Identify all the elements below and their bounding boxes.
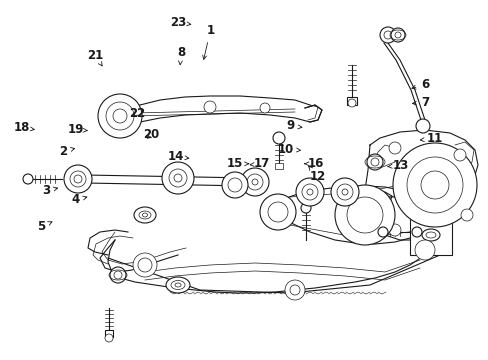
Circle shape xyxy=(414,240,434,260)
Circle shape xyxy=(105,334,113,342)
Ellipse shape xyxy=(425,232,435,238)
Circle shape xyxy=(260,103,269,113)
Circle shape xyxy=(272,132,285,144)
Ellipse shape xyxy=(171,280,184,289)
Bar xyxy=(346,97,356,105)
Text: 18: 18 xyxy=(14,121,34,134)
Circle shape xyxy=(285,280,305,300)
Circle shape xyxy=(460,209,472,221)
Circle shape xyxy=(289,285,299,295)
Circle shape xyxy=(390,28,404,42)
Text: 21: 21 xyxy=(87,49,103,66)
Circle shape xyxy=(98,94,142,138)
Circle shape xyxy=(64,165,92,193)
Circle shape xyxy=(420,171,448,199)
Circle shape xyxy=(406,157,462,213)
Circle shape xyxy=(394,32,400,38)
Circle shape xyxy=(251,179,258,185)
Text: 14: 14 xyxy=(167,150,188,163)
Circle shape xyxy=(174,174,182,182)
Circle shape xyxy=(383,31,391,39)
Circle shape xyxy=(295,178,324,206)
Text: 2: 2 xyxy=(60,145,75,158)
Circle shape xyxy=(366,154,382,170)
Text: 20: 20 xyxy=(143,129,160,141)
Circle shape xyxy=(110,267,126,283)
Circle shape xyxy=(377,227,387,237)
Circle shape xyxy=(302,184,317,200)
Circle shape xyxy=(415,119,429,133)
Circle shape xyxy=(346,197,382,233)
Bar xyxy=(274,163,283,169)
Text: 8: 8 xyxy=(177,46,184,65)
Circle shape xyxy=(306,189,312,195)
Circle shape xyxy=(341,189,347,195)
Text: 23: 23 xyxy=(170,16,190,29)
Text: 1: 1 xyxy=(203,24,214,59)
Circle shape xyxy=(347,99,355,107)
Text: 3: 3 xyxy=(42,184,58,197)
Circle shape xyxy=(301,203,310,213)
Circle shape xyxy=(222,172,247,198)
Circle shape xyxy=(133,253,157,277)
Circle shape xyxy=(411,227,421,237)
Circle shape xyxy=(23,174,33,184)
Text: 22: 22 xyxy=(128,107,145,120)
Circle shape xyxy=(370,158,378,166)
Ellipse shape xyxy=(139,211,151,219)
Circle shape xyxy=(113,109,127,123)
Text: 12: 12 xyxy=(308,166,325,183)
Circle shape xyxy=(392,143,476,227)
Circle shape xyxy=(138,258,152,272)
Circle shape xyxy=(379,27,395,43)
Text: 7: 7 xyxy=(412,96,428,109)
Circle shape xyxy=(203,101,216,113)
Ellipse shape xyxy=(142,213,147,217)
Ellipse shape xyxy=(165,277,190,293)
Circle shape xyxy=(169,169,186,187)
Ellipse shape xyxy=(421,209,439,221)
Circle shape xyxy=(227,178,242,192)
Circle shape xyxy=(70,171,86,187)
Bar xyxy=(409,195,451,255)
Ellipse shape xyxy=(175,283,181,287)
Text: 10: 10 xyxy=(277,143,300,156)
Circle shape xyxy=(106,102,134,130)
Circle shape xyxy=(114,271,122,279)
Text: 5: 5 xyxy=(38,220,52,233)
Text: 16: 16 xyxy=(304,157,323,170)
Ellipse shape xyxy=(421,229,439,241)
Text: 13: 13 xyxy=(386,159,408,172)
Circle shape xyxy=(162,162,194,194)
Circle shape xyxy=(453,149,465,161)
Circle shape xyxy=(267,202,287,222)
Circle shape xyxy=(388,224,400,236)
Circle shape xyxy=(336,184,352,200)
Circle shape xyxy=(388,142,400,154)
Circle shape xyxy=(246,174,263,190)
Text: 17: 17 xyxy=(250,157,269,170)
Ellipse shape xyxy=(425,212,435,218)
Text: 4: 4 xyxy=(72,193,87,206)
Circle shape xyxy=(241,168,268,196)
Text: 15: 15 xyxy=(226,157,248,170)
Circle shape xyxy=(334,185,394,245)
Ellipse shape xyxy=(134,207,156,223)
Text: 9: 9 xyxy=(286,120,301,132)
Circle shape xyxy=(330,178,358,206)
Bar xyxy=(105,330,113,337)
Text: 11: 11 xyxy=(420,132,443,145)
Text: 19: 19 xyxy=(67,123,87,136)
Text: 6: 6 xyxy=(411,78,428,91)
Circle shape xyxy=(74,175,82,183)
Circle shape xyxy=(260,194,295,230)
